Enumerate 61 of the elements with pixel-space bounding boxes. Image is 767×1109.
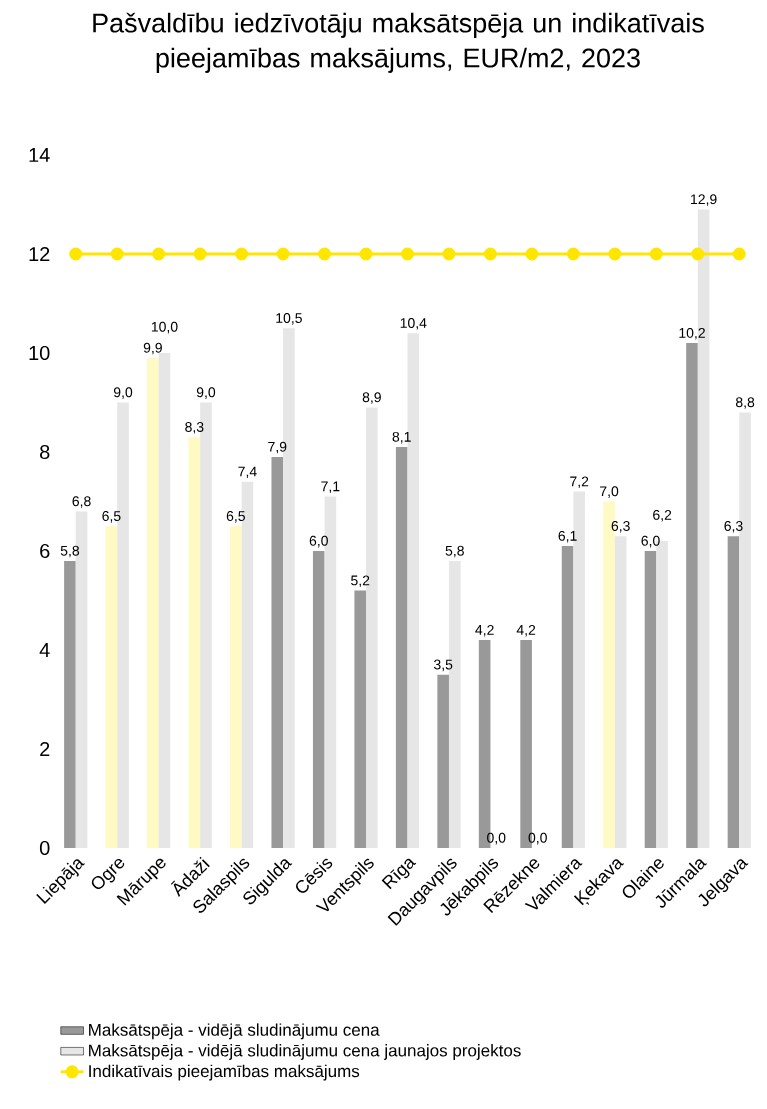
data-label: 12,9 [691, 194, 717, 206]
data-label: 6,2 [653, 509, 672, 522]
y-tick-label: 6 [40, 543, 50, 559]
y-tick-label: 0 [39, 840, 50, 856]
data-label: 7,4 [238, 466, 257, 479]
data-label: 4,2 [475, 624, 494, 637]
y-tick-label: 8 [40, 444, 50, 460]
bar [105, 526, 118, 848]
data-label: 6,8 [72, 496, 91, 508]
legend-label: Maksātspēja - vidējā sludinājumu cena jaunajos projektos [89, 1044, 521, 1060]
bar [64, 560, 76, 848]
data-label: 5,8 [60, 545, 80, 558]
bar [614, 536, 627, 848]
data-label: 5,2 [351, 575, 370, 587]
data-label: 8,1 [392, 431, 411, 444]
data-label: 5,8 [445, 545, 464, 558]
bar [271, 456, 284, 848]
data-label: 7,1 [321, 481, 340, 493]
data-label: 10,5 [276, 313, 302, 325]
data-label: 6,5 [102, 511, 121, 523]
bar [188, 437, 201, 848]
data-label: 6,3 [724, 520, 743, 533]
bar [395, 447, 408, 848]
data-label: 6,5 [226, 511, 245, 523]
bar [312, 550, 325, 848]
data-label: 8,8 [735, 397, 755, 409]
data-label: 8,3 [185, 421, 204, 434]
data-label: 6,0 [641, 535, 660, 548]
data-label: 4,2 [516, 624, 536, 637]
data-label: 8,9 [362, 392, 381, 404]
data-label: 9,0 [196, 387, 216, 399]
y-tick-label: 2 [40, 742, 50, 756]
data-label: 10,2 [679, 327, 705, 340]
bar [354, 590, 367, 848]
bar [644, 550, 657, 848]
data-label: 7,2 [570, 476, 589, 488]
data-label: 0,0 [528, 832, 547, 845]
data-label: 7,9 [268, 441, 287, 454]
chart-title: Pašvaldību iedzīvotāju maksātspēja un indikatīvais pieejamības maksājums, EUR/m2, 2023 [93, 12, 704, 73]
y-tick-label: 12 [29, 247, 50, 261]
bar [437, 674, 449, 848]
y-tick-label: 4 [39, 643, 50, 657]
legend-label: Maksātspēja - vidējā sludinājumu cena [89, 1023, 380, 1040]
bar [727, 536, 740, 848]
legend-label: Indikatīvais pieejamības maksājums [89, 1064, 360, 1081]
data-label: 9,9 [143, 342, 162, 355]
data-label: 7,0 [600, 486, 619, 498]
data-label: 6,3 [611, 520, 630, 533]
data-label: 3,5 [433, 659, 453, 672]
y-tick-label: 14 [29, 148, 50, 162]
bar [686, 343, 698, 848]
data-label: 9,0 [113, 387, 133, 399]
data-label: 6,1 [558, 530, 577, 543]
data-label: 0,0 [487, 832, 506, 845]
data-label: 6,0 [309, 535, 328, 548]
bar [230, 526, 242, 848]
data-label: 10,4 [400, 318, 427, 330]
bar [147, 357, 159, 848]
y-tick-label: 10 [29, 345, 50, 361]
data-label: 10,0 [151, 321, 178, 334]
bar [561, 546, 574, 848]
